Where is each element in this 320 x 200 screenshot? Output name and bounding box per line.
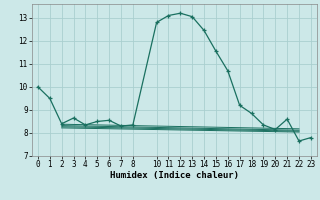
X-axis label: Humidex (Indice chaleur): Humidex (Indice chaleur) [110,171,239,180]
